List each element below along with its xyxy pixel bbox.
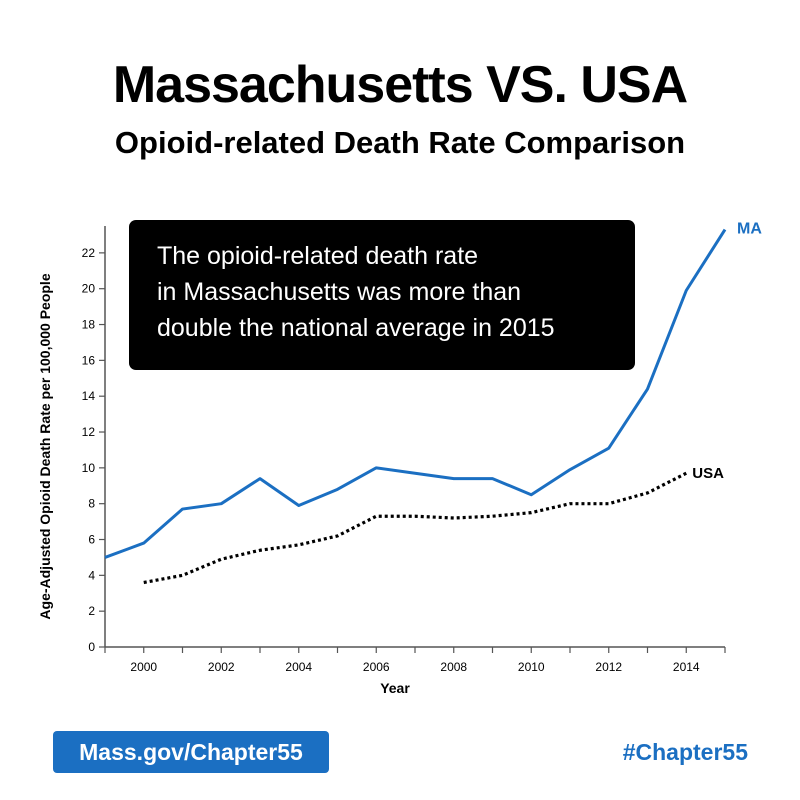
x-tick-label: 2012 xyxy=(595,660,622,674)
series-label-usa: USA xyxy=(692,465,724,482)
x-tick-label: 2004 xyxy=(285,660,312,674)
x-tick-label: 2010 xyxy=(518,660,545,674)
callout-box: The opioid-related death rate in Massach… xyxy=(129,220,635,370)
y-tick-label: 10 xyxy=(82,461,96,475)
x-tick-label: 2014 xyxy=(673,660,700,674)
series-line-ma xyxy=(104,228,727,559)
x-tick-label: 2008 xyxy=(440,660,467,674)
series-line-usa xyxy=(143,471,687,585)
y-tick-label: 2 xyxy=(88,604,95,618)
y-tick-label: 0 xyxy=(88,640,95,654)
callout-line: double the national average in 2015 xyxy=(157,314,555,342)
x-tick-label: 2002 xyxy=(208,660,235,674)
hashtag-label: #Chapter55 xyxy=(622,739,748,765)
x-axis-label: Year xyxy=(380,680,410,696)
callout-line: The opioid-related death rate xyxy=(157,242,479,270)
y-tick-label: 14 xyxy=(82,389,96,403)
x-tick-label: 2000 xyxy=(130,660,157,674)
series-label-ma: MA xyxy=(737,221,762,238)
y-tick-label: 8 xyxy=(88,497,95,511)
y-tick-label: 4 xyxy=(88,568,95,582)
y-tick-label: 20 xyxy=(82,282,96,296)
callout-line: in Massachusetts was more than xyxy=(157,278,522,306)
y-tick-label: 6 xyxy=(88,533,95,547)
page-subtitle: Opioid-related Death Rate Comparison xyxy=(114,125,686,160)
y-tick-label: 18 xyxy=(82,318,96,332)
x-tick-label: 2006 xyxy=(363,660,390,674)
y-tick-label: 12 xyxy=(82,425,96,439)
mass-gov-link[interactable]: Mass.gov/Chapter55 xyxy=(53,731,329,773)
page-title: Massachusetts VS. USA xyxy=(112,56,688,114)
y-tick-label: 22 xyxy=(82,246,96,260)
y-tick-label: 16 xyxy=(82,353,96,367)
y-axis-label: Age-Adjusted Opioid Death Rate per 100,0… xyxy=(37,273,53,619)
